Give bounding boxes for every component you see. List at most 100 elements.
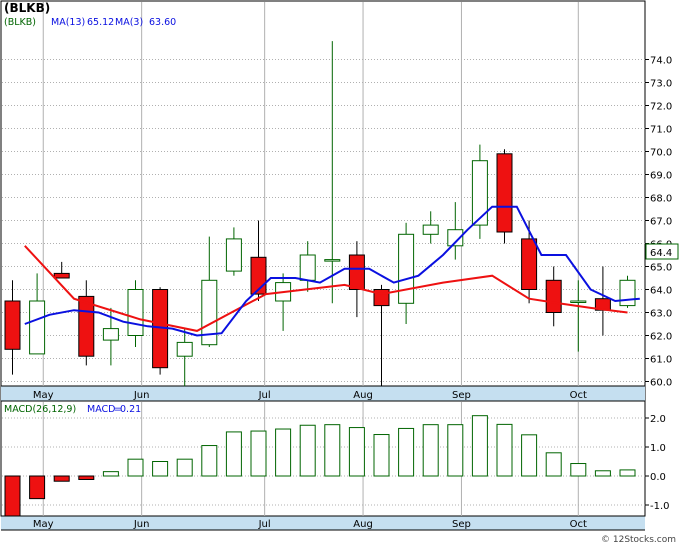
month-label: Sep	[452, 519, 471, 530]
site-credit: © 12Stocks.com	[601, 535, 676, 545]
macd-bar	[250, 430, 267, 477]
month-label: May	[33, 519, 54, 530]
macd-bar	[225, 431, 242, 477]
macd-tick-label: 0.0	[650, 472, 666, 483]
month-label: Aug	[353, 519, 373, 530]
macd-bar	[373, 434, 390, 477]
month-labels-bottom: May Jun Jul Aug Sep Oct	[33, 519, 587, 530]
candle-down	[496, 153, 513, 233]
month-label: Jul	[258, 519, 271, 530]
ma3-legend-value: 63.60	[149, 17, 176, 28]
macd-bar	[102, 471, 119, 477]
y-tick-label: 60.0	[650, 378, 672, 389]
y-tick-label: 71.0	[650, 125, 672, 136]
candle-up	[447, 229, 464, 247]
candle-up	[422, 224, 439, 235]
macd-bar	[275, 428, 292, 477]
y-tick-label: 61.0	[650, 355, 672, 366]
candle-up	[324, 259, 341, 262]
y-tick-label: 69.0	[650, 171, 672, 182]
candle-up	[299, 254, 316, 281]
y-tick-label: 68.0	[650, 194, 672, 205]
candle-up	[225, 238, 242, 272]
ma3-line	[24, 205, 640, 337]
candle-down	[521, 238, 538, 290]
macd-legend-name: MACD	[87, 404, 115, 415]
moving-average-lines	[24, 205, 640, 337]
candle-up	[127, 289, 144, 336]
month-labels-top: May Jun Jul Aug Sep Oct	[33, 390, 587, 401]
candle-down	[545, 279, 562, 313]
macd-tick-label: 2.0	[650, 414, 666, 425]
y-tick-label: 62.0	[650, 332, 672, 343]
macd-bar	[398, 427, 415, 477]
candle-up	[471, 160, 488, 226]
macd-bar	[201, 445, 218, 477]
macd-bar	[471, 415, 488, 477]
y-tick-label: 65.0	[650, 263, 672, 274]
candle-up	[619, 279, 636, 307]
last-price-badge	[645, 243, 679, 260]
candle-down	[78, 295, 95, 357]
month-label: May	[33, 390, 54, 401]
candle-up	[570, 300, 587, 303]
macd-bar	[619, 469, 636, 477]
macd-bar	[4, 475, 21, 517]
last-price-value: 64.4	[650, 248, 672, 259]
macd-bar	[176, 458, 193, 477]
macd-bar	[570, 463, 587, 477]
macd-tick-label: -1.0	[650, 501, 670, 512]
macd-bar	[447, 424, 464, 477]
month-label: Oct	[570, 390, 587, 401]
macd-bars	[4, 415, 636, 517]
macd-legend-eq: =	[114, 404, 122, 415]
month-label: Jul	[258, 390, 271, 401]
ma3-legend-label: MA(3)	[115, 17, 143, 28]
y-tick-label: 67.0	[650, 217, 672, 228]
month-label: Aug	[353, 390, 373, 401]
macd-bar	[29, 475, 46, 500]
macd-legend-value: 0.21	[120, 404, 141, 415]
macd-bar	[53, 475, 70, 482]
month-label: Jun	[133, 390, 150, 401]
macd-bar	[422, 424, 439, 477]
ticker-title: (BLKB)	[4, 1, 50, 15]
ma13-line	[24, 245, 628, 332]
candle-up	[176, 341, 193, 357]
y-tick-label: 64.0	[650, 286, 672, 297]
ticker-legend: (BLKB)	[4, 17, 36, 28]
macd-bar	[545, 452, 562, 477]
candle-down	[53, 272, 70, 279]
macd-legend-label: MACD(26,12,9)	[4, 404, 76, 415]
y-tick-label: 72.0	[650, 102, 672, 113]
candle-up	[201, 279, 218, 346]
month-axis-bar-top	[1, 386, 645, 401]
y-tick-label: 63.0	[650, 309, 672, 320]
y-tick-label: 70.0	[650, 148, 672, 159]
candle-up	[102, 328, 119, 341]
candle-down	[348, 254, 365, 290]
candle-up	[398, 233, 415, 304]
macd-bar	[594, 470, 611, 477]
macd-bar	[496, 423, 513, 477]
macd-panel	[0, 400, 646, 517]
macd-bar	[324, 424, 341, 477]
month-label: Sep	[452, 390, 471, 401]
ma13-legend-value: 65.12	[87, 17, 114, 28]
candle-up	[29, 300, 46, 355]
macd-bar	[152, 461, 169, 477]
y-tick-label: 74.0	[650, 56, 672, 67]
candle-down	[4, 300, 21, 350]
macd-bar	[299, 424, 316, 477]
macd-bar	[348, 427, 365, 477]
month-axis-bar-bottom	[1, 516, 645, 530]
macd-bar	[78, 475, 95, 480]
price-panel	[0, 0, 646, 402]
macd-axis: -1.0 0.0 1.0 2.0	[645, 414, 670, 512]
month-label: Jun	[133, 519, 150, 530]
macd-tick-label: 1.0	[650, 443, 666, 454]
macd-bar	[521, 434, 538, 477]
price-axis: 60.061.062.063.064.065.066.067.068.069.0…	[645, 56, 672, 389]
month-label: Oct	[570, 519, 587, 530]
ma13-legend-label: MA(13)	[51, 17, 85, 28]
